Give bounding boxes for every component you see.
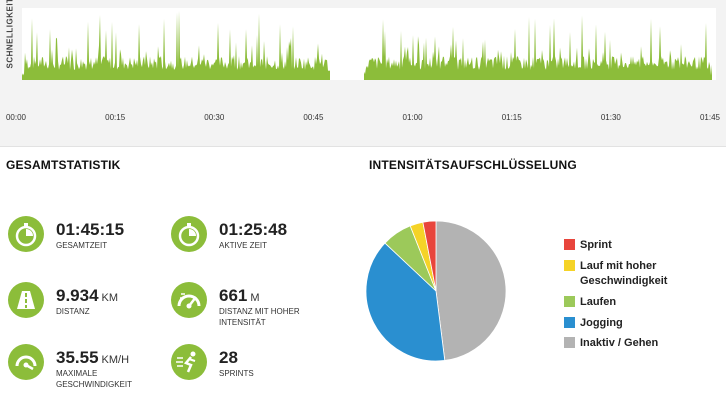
x-tick-label: 00:45 (303, 113, 324, 122)
legend-label-running: Laufen (580, 296, 617, 308)
intensity-pie-chart (366, 221, 506, 361)
legend-label-high-speed-run: Lauf mit hoher Geschwindigkeit (580, 260, 668, 287)
legend-swatch-jogging (564, 317, 575, 328)
x-tick-label: 01:15 (501, 113, 522, 122)
gauge-icon (8, 344, 44, 380)
stat-distance: 9.934 KM DISTANZ (8, 282, 158, 326)
x-tick-label: 00:30 (204, 113, 225, 122)
legend-label-sprint: Sprint (580, 239, 612, 251)
legend-swatch-high-speed-run (564, 260, 575, 271)
stopwatch-icon (171, 216, 207, 252)
legend-swatch-sprint (564, 239, 575, 250)
speed-area-chart (22, 10, 712, 80)
speedometer-icon (171, 282, 207, 318)
x-tick-label: 00:00 (5, 113, 27, 122)
stat-high-intensity-distance: 661 M DISTANZ MIT HOHER INTENSITÄT (171, 282, 331, 327)
stat-max-speed-unit: KM/H (101, 354, 130, 366)
stat-active-time-label: AKTIVE ZEIT (219, 241, 268, 250)
overall-stats-title: GESAMTSTATISTIK (6, 158, 121, 172)
stat-total-time-value: 01:45:15 (56, 220, 125, 239)
stat-sprints-label: SPRINTS (219, 369, 254, 378)
speed-axis-label: SCHNELLIGKEIT (5, 0, 15, 69)
legend-swatch-inactive-walking (564, 337, 575, 348)
stat-sprints: 28 SPRINTS (171, 344, 321, 388)
intensity-breakdown-title: INTENSITÄTSAUFSCHLÜSSELUNG (369, 158, 577, 172)
pie-slice-jogging (366, 242, 446, 361)
speed-chart-panel: SCHNELLIGKEIT 00:00 00:15 00:30 00:45 01:00 0… (0, 0, 726, 147)
speed-plot-area (22, 8, 716, 80)
speed-area-series (22, 10, 330, 80)
legend-swatch-running (564, 296, 575, 307)
stat-total-time: 01:45:15 GESAMTZEIT (8, 216, 158, 260)
stat-active-time-value: 01:25:48 (219, 220, 288, 239)
legend-label-jogging: Jogging (580, 317, 623, 329)
pie-slice-inaktiv-gehen (435, 221, 506, 361)
stat-high-intensity-distance-value: 661 (219, 286, 248, 305)
sprinter-icon (171, 344, 207, 380)
stat-max-speed-label: MAXIMALE GESCHWINDIGKEIT (56, 369, 133, 389)
stat-max-speed-value: 35.55 (56, 348, 99, 367)
pie-slice-sprint (422, 221, 437, 292)
stat-sprints-value: 28 (219, 348, 238, 367)
speed-area-series (364, 15, 712, 80)
x-tick-label: 01:00 (402, 113, 423, 122)
legend-label-inactive-walking: Inaktiv / Gehen (580, 337, 659, 349)
x-tick-label: 01:30 (600, 113, 621, 122)
x-tick-label: 00:15 (105, 113, 126, 122)
stat-high-intensity-distance-unit: M (250, 292, 260, 304)
stat-total-time-label: GESAMTZEIT (56, 241, 108, 250)
road-icon (8, 282, 44, 318)
stat-high-intensity-distance-label: DISTANZ MIT HOHER INTENSITÄT (219, 307, 300, 327)
stat-distance-unit: KM (101, 292, 119, 304)
stat-active-time: 01:25:48 AKTIVE ZEIT (171, 216, 331, 260)
stat-distance-value: 9.934 (56, 286, 99, 305)
stopwatch-icon (8, 216, 44, 252)
stat-max-speed: 35.55 KM/H MAXIMALE GESCHWINDIGKEIT (8, 344, 168, 394)
stat-distance-label: DISTANZ (56, 307, 90, 316)
x-tick-label: 01:45 (699, 113, 721, 122)
